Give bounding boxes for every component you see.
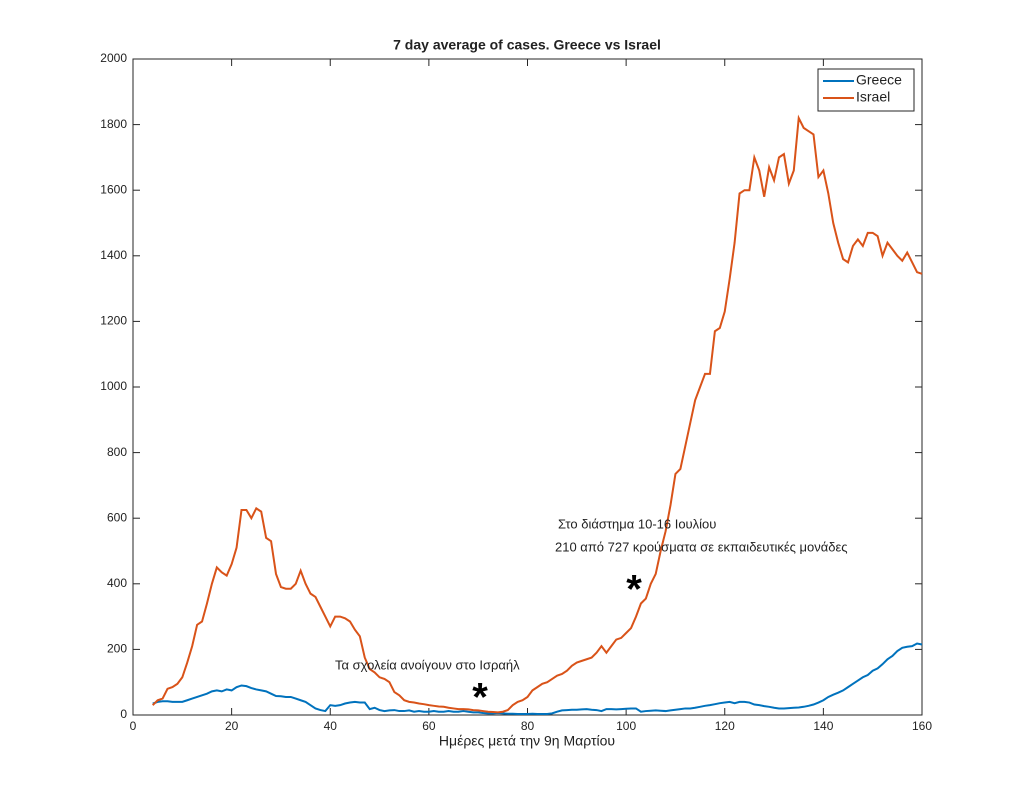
y-tick-label: 1400 xyxy=(100,248,127,262)
series-line xyxy=(152,642,923,716)
x-axis-label: Ημέρες μετά την 9η Μαρτίου xyxy=(439,733,615,749)
annotation: 210 από 727 κρούσματα σε εκπαιδευτικές μ… xyxy=(555,539,848,554)
chart-title: 7 day average of cases. Greece vs Israel xyxy=(393,37,661,53)
y-tick-label: 600 xyxy=(107,510,127,524)
legend-box xyxy=(817,68,915,112)
y-tick-label: 2000 xyxy=(100,51,127,65)
y-tick-label: 400 xyxy=(107,576,127,590)
legend-label: Greece xyxy=(856,72,902,88)
x-tick-label: 20 xyxy=(225,719,239,733)
x-tick-label: 100 xyxy=(616,719,636,733)
annotation: Στο διάστημα 10-16 Ιουλίου xyxy=(558,516,716,531)
x-tick-label: 120 xyxy=(715,719,735,733)
y-tick-label: 200 xyxy=(107,642,127,656)
y-tick-label: 1800 xyxy=(100,117,127,131)
annotation: * xyxy=(626,568,642,612)
y-tick-label: 0 xyxy=(120,707,127,721)
y-tick-label: 1000 xyxy=(100,379,127,393)
annotation: * xyxy=(472,676,488,720)
x-tick-label: 0 xyxy=(130,719,137,733)
y-tick-label: 1200 xyxy=(100,314,127,328)
plot-area xyxy=(132,58,923,716)
x-tick-label: 40 xyxy=(324,719,338,733)
legend-label: Israel xyxy=(856,89,890,105)
y-tick-label: 1600 xyxy=(100,182,127,196)
x-tick-label: 80 xyxy=(521,719,535,733)
x-tick-label: 140 xyxy=(813,719,833,733)
x-tick-label: 60 xyxy=(422,719,436,733)
x-tick-label: 160 xyxy=(912,719,932,733)
series-line xyxy=(152,114,923,714)
annotation: Τα σχολεία ανοίγουν στο Ισραήλ xyxy=(335,657,520,672)
y-tick-label: 800 xyxy=(107,445,127,459)
